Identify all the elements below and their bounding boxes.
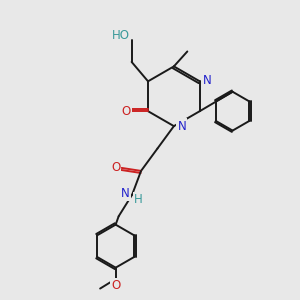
Text: O: O [111,161,120,174]
Text: HO: HO [112,29,130,42]
Text: N: N [203,74,212,87]
Text: N: N [121,187,130,200]
Text: N: N [178,120,186,133]
Text: O: O [111,279,120,292]
Text: O: O [122,105,131,118]
Text: H: H [134,193,143,206]
